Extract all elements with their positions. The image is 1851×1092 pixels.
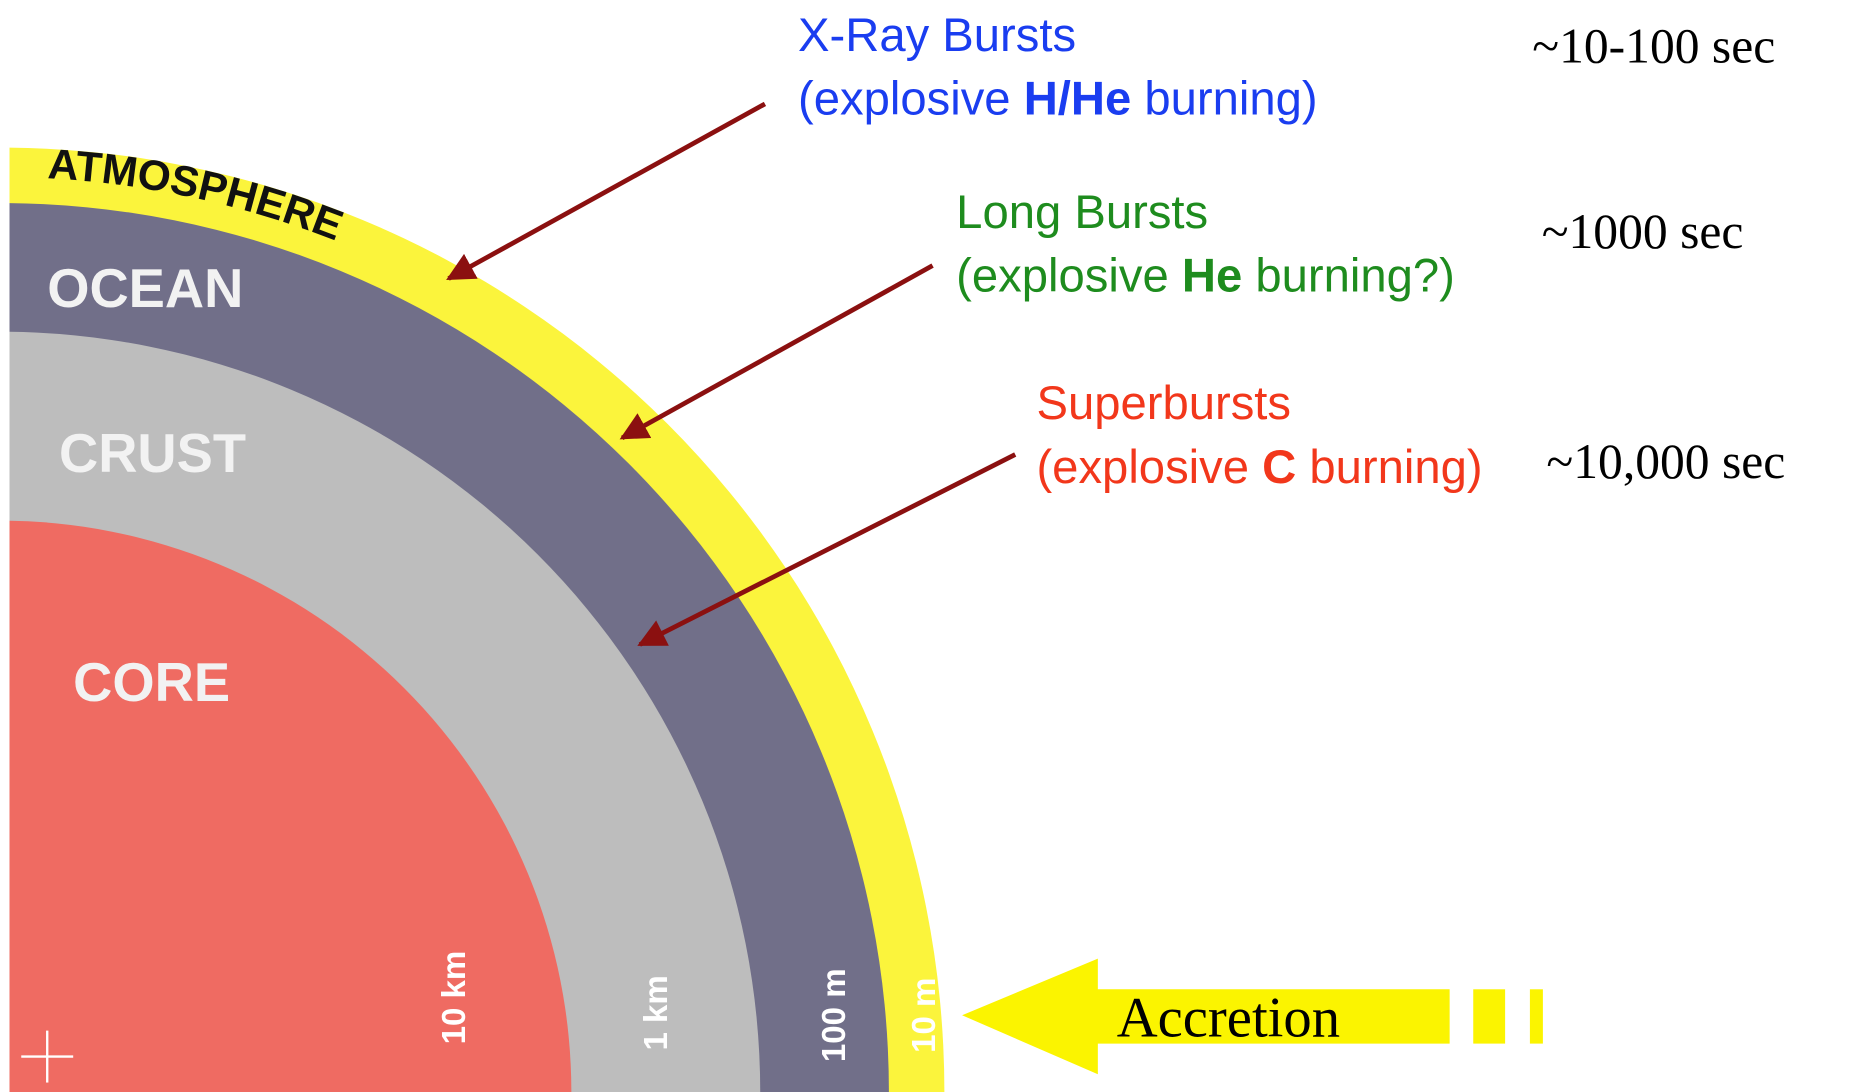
detail-text: burning?) bbox=[1242, 250, 1455, 303]
ocean-label: OCEAN bbox=[47, 258, 243, 319]
star-layers bbox=[9, 147, 945, 1092]
crosshair bbox=[21, 1030, 74, 1083]
accretion-arrow bbox=[962, 958, 1543, 1075]
fuel: C bbox=[1262, 441, 1296, 494]
depth-label: 10 km bbox=[436, 951, 473, 1045]
burst-detail: (explosive He burning?) bbox=[956, 250, 1455, 303]
burst-detail: (explosive H/He burning) bbox=[798, 73, 1318, 126]
arrows bbox=[446, 101, 1017, 647]
super-arrow bbox=[637, 452, 1017, 647]
burst-name: Superbursts bbox=[1036, 377, 1291, 430]
burst-name: X-Ray Bursts bbox=[798, 9, 1076, 62]
burst-detail: (explosive C burning) bbox=[1036, 441, 1482, 494]
superbursts: Superbursts (explosive C burning) bbox=[1036, 377, 1482, 494]
depth-label: 100 m bbox=[816, 968, 853, 1062]
detail-text: (explosive bbox=[956, 250, 1182, 303]
long-bursts: Long Bursts (explosive He burning?) bbox=[956, 186, 1455, 303]
timescale: ~10-100 sec bbox=[1532, 19, 1775, 74]
detail-text: burning) bbox=[1296, 441, 1482, 494]
core-label: CORE bbox=[73, 652, 230, 713]
accretion-label: Accretion bbox=[1117, 988, 1340, 1050]
timescale: ~1000 sec bbox=[1542, 204, 1744, 259]
fuel: H/He bbox=[1024, 73, 1132, 126]
xray-arrow bbox=[446, 101, 767, 281]
burst-name: Long Bursts bbox=[956, 186, 1208, 239]
detail-text: (explosive bbox=[1036, 441, 1262, 494]
depth-label: 10 m bbox=[906, 978, 943, 1053]
timescale: ~10,000 sec bbox=[1546, 434, 1785, 489]
core-layer bbox=[9, 520, 572, 1092]
depth-label: 1 km bbox=[638, 975, 675, 1050]
crust-label: CRUST bbox=[59, 423, 246, 484]
detail-text: burning) bbox=[1131, 73, 1317, 126]
xray-bursts: X-Ray Bursts (explosive H/He burning) bbox=[798, 9, 1318, 126]
detail-text: (explosive bbox=[798, 73, 1024, 126]
fuel: He bbox=[1182, 250, 1242, 303]
long-arrow bbox=[619, 263, 934, 441]
